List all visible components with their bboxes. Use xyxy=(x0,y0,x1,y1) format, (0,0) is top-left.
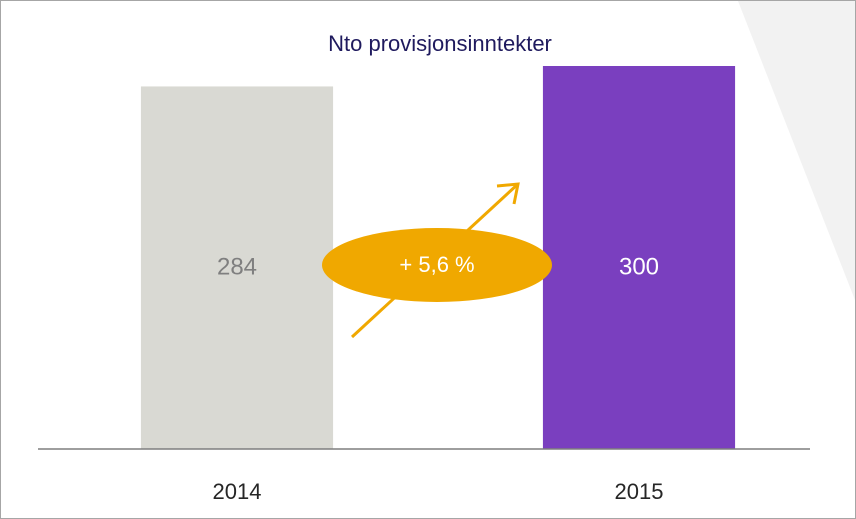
annotation-ellipse-cover xyxy=(324,230,550,300)
annotation-text: + 5,6 % xyxy=(399,252,474,277)
x-tick-label: 2014 xyxy=(213,479,262,504)
background-wedge xyxy=(738,1,855,300)
x-tick-label: 2015 xyxy=(615,479,664,504)
chart-title: Nto provisjonsinntekter xyxy=(328,31,552,56)
value-label: 300 xyxy=(619,253,659,280)
annotation-group: + 5,6 % xyxy=(322,182,552,339)
bars: 284 300 xyxy=(140,66,736,449)
annotation-arrowhead xyxy=(496,182,520,205)
bar xyxy=(140,86,334,449)
value-label: 284 xyxy=(217,253,257,280)
bar xyxy=(542,66,736,449)
